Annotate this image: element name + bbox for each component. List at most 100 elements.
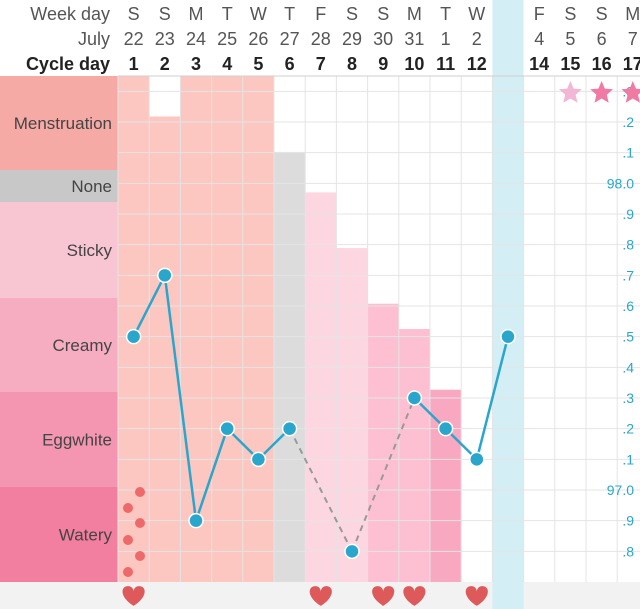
spotting-dot: [123, 503, 133, 513]
temp-point[interactable]: [250, 451, 267, 468]
heart-icon: [465, 586, 488, 606]
category-band: [0, 298, 118, 392]
y-tick-label: .8: [622, 543, 634, 559]
category-label: Watery: [59, 526, 113, 545]
fluid-bar: [242, 76, 274, 582]
category-band: [0, 170, 118, 202]
temp-point[interactable]: [157, 267, 173, 284]
temp-line-segment: [194, 428, 229, 522]
weekday-label: M: [407, 4, 422, 24]
fluid-bar: [305, 192, 337, 582]
category-label: Sticky: [67, 241, 113, 260]
date-label: 26: [248, 29, 268, 49]
weekday-label: T: [284, 4, 295, 24]
date-label: 29: [342, 29, 362, 49]
today-column-highlight: [492, 0, 524, 609]
cycle-day-label: 1: [129, 54, 139, 74]
fluid-bar: [149, 116, 181, 582]
weekday-label: S: [128, 4, 140, 24]
weekday-label: F: [534, 4, 545, 24]
category-label: Menstruation: [14, 114, 112, 133]
temp-line-segment: [132, 274, 166, 338]
cycle-day-label: 8: [347, 54, 357, 74]
temp-line-segment: [163, 275, 198, 521]
temp-point[interactable]: [188, 512, 204, 529]
y-tick-label: .4: [622, 359, 634, 375]
cycle-day-label: 16: [592, 54, 612, 74]
date-label: 31: [404, 29, 424, 49]
date-label: 23: [155, 29, 175, 49]
temp-point[interactable]: [406, 390, 423, 406]
heart-icon: [403, 586, 426, 606]
y-tick-label: 98.0: [607, 175, 634, 191]
cycle-day-label: 11: [436, 54, 455, 74]
fluid-bar: [180, 76, 212, 582]
temp-point[interactable]: [469, 451, 485, 468]
temp-point[interactable]: [344, 543, 360, 560]
y-tick-label: .2: [622, 114, 634, 130]
temp-point[interactable]: [500, 328, 516, 345]
weekday-label: T: [440, 4, 451, 24]
temp-point[interactable]: [125, 328, 142, 345]
weekday-label: W: [468, 4, 485, 24]
date-label: 27: [280, 29, 300, 49]
y-tick-label: .1: [622, 451, 634, 467]
temp-point[interactable]: [219, 420, 235, 437]
weekday-label: T: [222, 4, 233, 24]
date-label: 25: [217, 29, 237, 49]
y-tick-label: .6: [622, 298, 634, 314]
cycle-day-label: 9: [378, 54, 388, 74]
spotting-dot: [135, 551, 145, 561]
y-tick-label: 97.0: [607, 482, 634, 498]
fluid-bar: [398, 329, 430, 582]
category-band: [0, 202, 118, 298]
cycle-day-label: 6: [285, 54, 295, 74]
weekday-label: M: [625, 4, 640, 24]
y-tick-label: .2: [622, 421, 634, 437]
category-label: Creamy: [52, 336, 112, 355]
heart-icon: [309, 586, 332, 606]
y-tick-label: .3: [622, 390, 634, 406]
cycle-day-label: 3: [191, 54, 201, 74]
temp-gap-segment: [351, 397, 416, 552]
category-label: Eggwhite: [42, 431, 112, 450]
category-band: [0, 392, 118, 487]
date-label: 4: [534, 29, 544, 49]
heart-icon: [122, 586, 145, 606]
category-label: None: [71, 177, 112, 196]
cycle-day-label: 15: [560, 54, 580, 74]
temp-point[interactable]: [281, 420, 298, 437]
weekday-label: S: [596, 4, 608, 24]
cycle-day-label: 10: [404, 54, 424, 74]
weekday-label: S: [346, 4, 358, 24]
category-band: [0, 76, 118, 170]
y-tick-label: .9: [622, 206, 634, 222]
weekday-label: S: [159, 4, 171, 24]
date-label: 1: [441, 29, 451, 49]
temp-point[interactable]: [437, 420, 454, 437]
y-tick-label: .8: [622, 237, 634, 253]
date-label: 30: [373, 29, 393, 49]
temp-line-segment: [475, 336, 510, 460]
weekday-label: S: [377, 4, 389, 24]
cycle-day-label: 5: [253, 54, 263, 74]
spotting-dot: [123, 567, 133, 577]
month-row-label: July: [78, 29, 110, 49]
weekday-row-label: Week day: [30, 4, 110, 24]
cycle-day-label: 2: [160, 54, 170, 74]
date-label: 6: [597, 29, 607, 49]
star-icon: [590, 81, 613, 103]
category-band: [0, 487, 118, 582]
y-tick-label: .5: [622, 329, 634, 345]
cycle-day-label: 12: [467, 54, 487, 74]
y-tick-label: .9: [622, 513, 634, 529]
date-label: 24: [186, 29, 206, 49]
spotting-dot: [123, 535, 133, 545]
cycle-day-label: 7: [316, 54, 326, 74]
cycle-day-row-label: Cycle day: [26, 54, 110, 74]
weekday-label: W: [250, 4, 267, 24]
y-tick-label: .7: [622, 267, 634, 283]
fluid-bar: [367, 303, 399, 582]
cycle-day-label: 4: [222, 54, 232, 74]
